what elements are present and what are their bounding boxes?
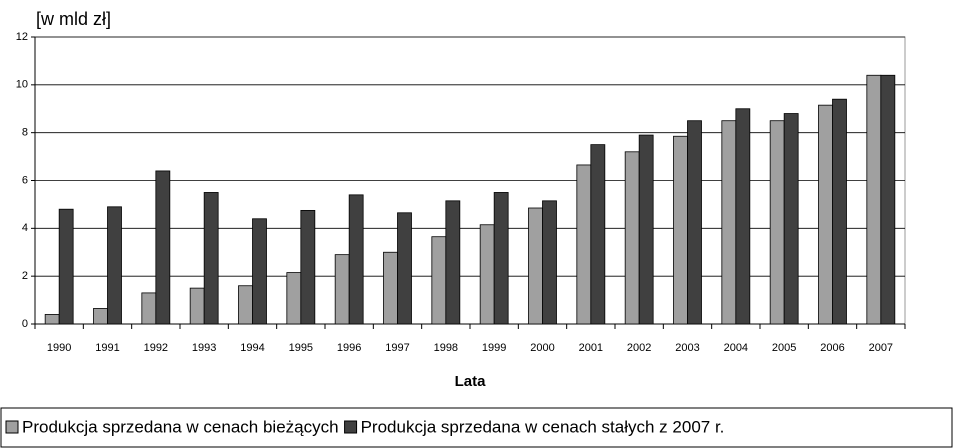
- legend-label: Produkcja sprzedana w cenach bieżących: [22, 417, 339, 436]
- y-tick-label: 6: [22, 174, 28, 186]
- bar: [348, 194, 364, 325]
- bar: [203, 192, 219, 325]
- bar: [528, 207, 543, 325]
- bar: [624, 151, 640, 325]
- bar: [238, 285, 253, 325]
- bar: [397, 212, 412, 325]
- x-tick-label: 1998: [434, 342, 458, 354]
- bar: [58, 208, 74, 325]
- x-tick-label: 2005: [772, 342, 796, 354]
- x-tick-label: 1995: [289, 342, 313, 354]
- bar: [431, 236, 447, 325]
- y-tick-label: 10: [16, 79, 28, 91]
- x-tick-label: 2002: [627, 342, 651, 354]
- x-tick-label: 1990: [47, 342, 71, 354]
- bar: [383, 251, 398, 325]
- x-tick-label: 1999: [482, 342, 506, 354]
- bar: [769, 120, 785, 325]
- bar: [687, 120, 702, 325]
- bar: [189, 287, 205, 325]
- bar: [300, 209, 316, 325]
- y-tick-label: 8: [22, 127, 28, 139]
- x-tick-label: 2000: [530, 342, 554, 354]
- y-axis-label: [w mld zł]: [36, 9, 111, 29]
- bar: [576, 164, 592, 325]
- x-tick-label: 1993: [192, 342, 216, 354]
- legend-swatch: [344, 420, 358, 434]
- bar: [818, 104, 833, 325]
- x-axis-label: Lata: [455, 373, 487, 390]
- x-tick-label: 1997: [385, 342, 409, 354]
- x-tick-label: 1992: [144, 342, 168, 354]
- y-tick-label: 4: [22, 222, 28, 234]
- bar: [783, 113, 799, 325]
- y-tick-label: 2: [22, 270, 28, 282]
- bar: [479, 224, 495, 325]
- bar: [44, 314, 60, 325]
- legend-label: Produkcja sprzedana w cenach stałych z 2…: [361, 417, 725, 436]
- bar: [590, 144, 606, 325]
- bar: [107, 206, 122, 325]
- x-tick-label: 2003: [675, 342, 699, 354]
- x-tick-label: 2001: [579, 342, 603, 354]
- bar: [334, 254, 350, 325]
- y-tick-label: 0: [22, 318, 28, 330]
- bar: [542, 200, 557, 325]
- x-tick-label: 1996: [337, 342, 361, 354]
- x-tick-label: 2007: [869, 342, 893, 354]
- y-tick-label: 12: [16, 31, 28, 43]
- bar: [286, 272, 302, 325]
- bar: [252, 218, 267, 325]
- bar: [866, 74, 882, 325]
- bar: [155, 170, 171, 325]
- bar: [832, 98, 847, 325]
- x-tick-label: 2006: [820, 342, 844, 354]
- bar: [673, 135, 688, 325]
- x-tick-label: 2004: [724, 342, 748, 354]
- legend-box: [0, 407, 953, 448]
- bar: [735, 108, 751, 325]
- bar: [93, 308, 108, 325]
- x-tick-label: 1994: [240, 342, 264, 354]
- legend-swatch: [5, 420, 19, 434]
- bar: [721, 120, 737, 325]
- bar: [445, 200, 461, 325]
- bar: [141, 292, 157, 325]
- x-tick-label: 1991: [95, 342, 119, 354]
- bar: [493, 192, 509, 325]
- bar: [880, 74, 896, 325]
- bar: [638, 134, 654, 325]
